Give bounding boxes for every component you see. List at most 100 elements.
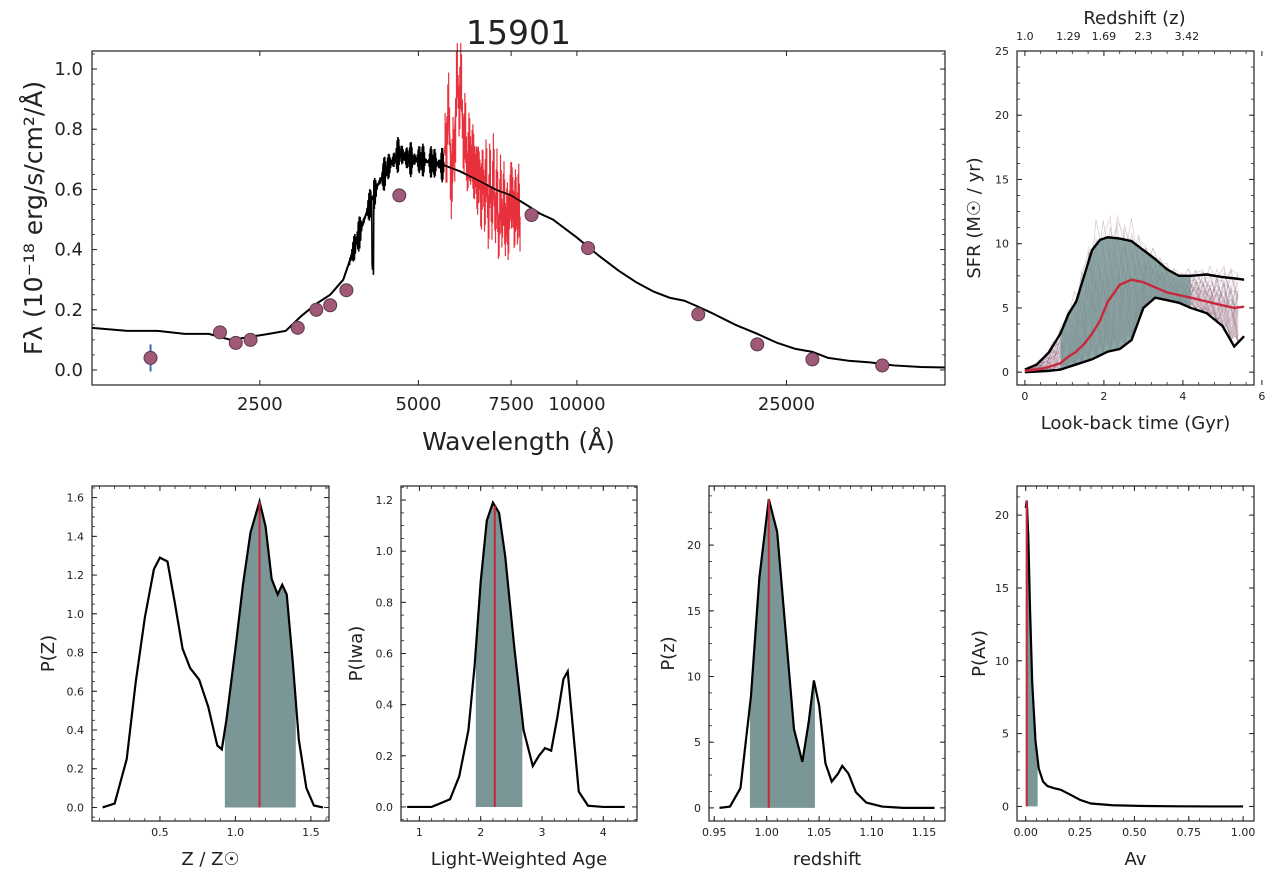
metallicity-ytick-label: 0.6 [67, 685, 85, 698]
age-frame [400, 485, 638, 822]
sed-xtick-label: 5000 [395, 394, 441, 415]
sfh-top-tick-label: 1.29 [1056, 30, 1081, 43]
metallicity-pdf-line [102, 497, 324, 809]
sed-photometry-point [228, 335, 243, 350]
sed-xtick-label: 7500 [488, 394, 534, 415]
sfh-ylabel: SFR (M☉ / yr) [964, 157, 985, 278]
sfh-upper-line [1024, 236, 1245, 371]
sfh-xtick-label: 6 [1258, 390, 1265, 403]
sed-photometry-point [323, 298, 338, 313]
redshift-xtick-label: 0.95 [702, 826, 727, 839]
sed-photometry-point [309, 302, 324, 317]
sfh-top-label: Redshift (z) [1083, 8, 1185, 29]
sed-model-overlay [444, 164, 527, 206]
sfh-median-line [1024, 278, 1245, 373]
age-ytick-label: 1.2 [376, 494, 394, 507]
sed-xlabel: Wavelength (Å) [422, 427, 615, 456]
redshift-panel: 0.95 1.00 1.05 1.10 1.15 0 5 10 15 20 redshift P(z) [658, 485, 946, 870]
sfh-fill-region [1060, 237, 1191, 370]
metallicity-ytick-label: 1.6 [67, 492, 85, 505]
age-panel: 1 2 3 4 0.0 0.2 0.4 0.6 0.8 1.0 1.2 Light-Weighted … [346, 485, 638, 870]
metallicity-ytick-label: 1.4 [67, 530, 85, 543]
age-xtick-label: 1 [416, 826, 423, 839]
sed-ytick-label: 1.0 [54, 59, 83, 80]
age-ytick-label: 0.8 [376, 596, 394, 609]
redshift-ylabel: P(z) [658, 636, 679, 670]
redshift-ytick-label: 5 [694, 736, 701, 749]
sfh-panel: 0 2 4 6 0 5 10 15 20 25 1.0 1.29 1.69 2.3 3.42Redshift… [964, 8, 1265, 434]
sfh-ytick-label: 5 [1002, 302, 1009, 315]
metallicity-xtick-label: 1.5 [302, 826, 320, 839]
age-ytick-label: 0.0 [376, 801, 394, 814]
dust-ylabel: P(Av) [969, 630, 990, 677]
metallicity-ylabel: P(Z) [38, 635, 59, 672]
redshift-xtick-label: 1.05 [807, 826, 832, 839]
dust-frame [1016, 485, 1255, 822]
dust-xtick-label: 0.00 [1013, 826, 1038, 839]
sed-photometry-point [875, 358, 890, 373]
redshift-credible-fill [749, 501, 815, 808]
sfh-top-tick-label: 3.42 [1175, 30, 1200, 43]
sfh-xtick-label: 0 [1021, 390, 1028, 403]
metallicity-panel: 0.5 1.0 1.5 0.0 0.2 0.4 0.6 0.8 1.0 1.2 1.4 1.6 Z / … [38, 485, 330, 870]
sfh-top-tick-label: 1.0 [1016, 30, 1034, 43]
dust-xtick-label: 0.50 [1122, 826, 1147, 839]
sed-photometry-point [392, 188, 407, 203]
sed-ytick-label: 0.0 [54, 360, 83, 381]
sfh-ytick-label: 15 [995, 173, 1009, 186]
metallicity-xlabel: Z / Z☉ [181, 849, 239, 870]
sed-ytick-label: 0.6 [54, 179, 83, 200]
sfh-ytick-label: 0 [1002, 366, 1009, 379]
sfh-frame [1016, 50, 1255, 386]
sed-photometry-point [750, 337, 765, 352]
sed-xtick-label: 2500 [237, 394, 283, 415]
sfh-lower-line [1024, 296, 1245, 374]
age-xtick-label: 4 [600, 826, 607, 839]
metallicity-ytick-label: 0.8 [67, 647, 85, 660]
sed-ytick-label: 0.2 [54, 300, 83, 321]
sed-photometry-point [290, 320, 305, 335]
sed-photometry-point [212, 325, 227, 340]
dust-xtick-label: 0.25 [1068, 826, 1093, 839]
metallicity-ytick-label: 1.2 [67, 569, 85, 582]
sed-title: 15901 [466, 13, 571, 52]
sed-photometry-point [143, 350, 158, 365]
age-ytick-label: 1.0 [376, 545, 394, 558]
sed-xtick-label: 25000 [758, 394, 815, 415]
sfh-xlabel: Look-back time (Gyr) [1041, 413, 1231, 434]
sed-photometry-point [339, 283, 354, 298]
sed-xtick-label: 10000 [548, 394, 605, 415]
metallicity-frame [91, 485, 330, 822]
sed-model-detail [348, 136, 445, 275]
redshift-ytick-label: 10 [687, 670, 701, 683]
dust-ytick-label: 15 [995, 582, 1009, 595]
age-xtick-label: 3 [538, 826, 545, 839]
redshift-xtick-label: 1.00 [754, 826, 779, 839]
dust-ytick-label: 0 [1002, 800, 1009, 813]
sfh-draw-line [1024, 218, 1239, 372]
dust-pdf-line [1024, 500, 1244, 808]
sfh-top-tick-label: 2.3 [1135, 30, 1153, 43]
metallicity-ytick-label: 0.4 [67, 724, 85, 737]
dust-xtick-label: 1.00 [1231, 826, 1256, 839]
dust-ytick-label: 10 [995, 655, 1009, 668]
dust-xtick-label: 0.75 [1177, 826, 1202, 839]
sed-panel: 2500 5000 7500 10000 25000 0.0 0.2 0.4 0.6 0.8 1.0… [19, 13, 946, 456]
age-ytick-label: 0.6 [376, 648, 394, 661]
sed-photometry-point [581, 241, 596, 256]
redshift-xlabel: redshift [793, 849, 861, 870]
dust-xlabel: Av [1125, 849, 1147, 870]
sfh-draw-line [1024, 219, 1239, 371]
sfh-ytick-label: 10 [995, 238, 1009, 251]
age-ylabel: P(lwa) [346, 626, 367, 682]
age-pdf-line [407, 500, 625, 809]
dust-panel: 0.00 0.25 0.50 0.75 1.00 0 5 10 15 20 Av P(Av) [969, 485, 1256, 870]
sed-ytick-label: 0.4 [54, 240, 83, 261]
sfh-xtick-label: 2 [1100, 390, 1107, 403]
age-credible-fill [475, 502, 523, 807]
age-xtick-label: 2 [477, 826, 484, 839]
sfh-xtick-label: 4 [1179, 390, 1186, 403]
redshift-ytick-label: 0 [694, 802, 701, 815]
sfh-ytick-label: 25 [995, 45, 1009, 58]
